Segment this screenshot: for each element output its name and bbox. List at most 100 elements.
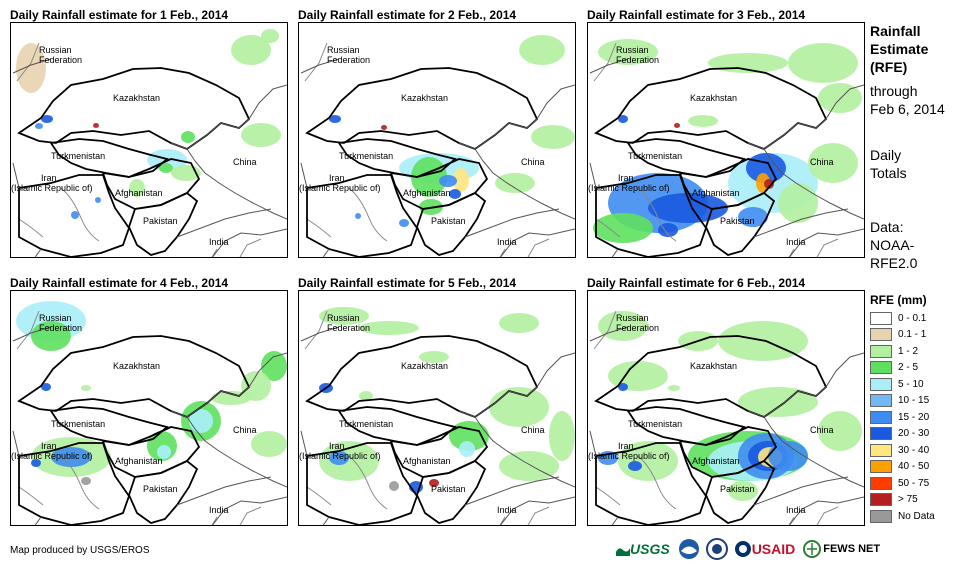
- legend-swatch: [870, 361, 892, 375]
- map-label-iran-1: Iran: [618, 441, 634, 451]
- rainfall-area: [764, 179, 774, 189]
- map-label-iran-2: (Islamic Republic of): [588, 451, 670, 461]
- map-label-kazakhstan: Kazakhstan: [401, 361, 449, 371]
- rainfall-area: [531, 125, 575, 149]
- rainfall-area: [41, 115, 53, 123]
- coastline: [60, 455, 100, 510]
- country-border: [753, 476, 849, 506]
- country-border: [389, 158, 489, 210]
- rainfall-area: [648, 193, 728, 223]
- country-border: [474, 84, 575, 150]
- rainfall-area: [251, 431, 287, 457]
- coastline: [637, 187, 677, 242]
- country-border: [337, 138, 457, 178]
- panel-title: Daily Rainfall estimate for 1 Feb., 2014: [10, 8, 229, 22]
- map-label-pakistan: Pakistan: [720, 484, 755, 494]
- map-label-iran-2: (Islamic Republic of): [11, 183, 93, 193]
- legend-swatch: [870, 476, 892, 490]
- rainfall-map-panel: Daily Rainfall estimate for 3 Feb., 2014…: [587, 8, 865, 258]
- country-border: [322, 516, 330, 525]
- map-label-turkmenistan: Turkmenistan: [628, 151, 683, 161]
- country-border: [305, 67, 539, 151]
- country-border: [389, 426, 489, 478]
- side-source-1: NOAA-: [870, 237, 915, 253]
- map-label-russia-2: Federation: [39, 323, 83, 333]
- legend-swatch: [870, 410, 892, 424]
- map-label-afghanistan: Afghanistan: [403, 456, 451, 466]
- map-label-iran-1: Iran: [41, 441, 57, 451]
- side-title-2: Estimate: [870, 41, 929, 57]
- legend-label: 2 - 5: [898, 362, 919, 374]
- coastline: [18, 486, 44, 506]
- rainfall-area: [31, 321, 71, 351]
- map-label-china: China: [521, 157, 545, 167]
- map-label-china: China: [233, 157, 257, 167]
- country-border: [589, 162, 597, 189]
- country-border: [49, 406, 169, 446]
- map-label-iran-2: (Islamic Republic of): [588, 183, 670, 193]
- map-label-kazakhstan: Kazakhstan: [401, 93, 449, 103]
- map-label-russia-1: Russian: [327, 45, 360, 55]
- map-label-iran-2: (Islamic Republic of): [299, 451, 381, 461]
- legend-item: 5 - 10: [870, 376, 935, 393]
- rainfall-area: [449, 421, 489, 451]
- map-label-russia-1: Russian: [39, 313, 72, 323]
- legend-label: 0.1 - 1: [898, 329, 927, 341]
- rainfall-area: [618, 115, 628, 123]
- legend-label: 30 - 40: [898, 444, 930, 456]
- rainfall-area: [808, 143, 858, 183]
- country-border: [474, 352, 575, 418]
- country-border: [176, 476, 272, 506]
- country-border: [101, 158, 201, 210]
- country-border: [589, 430, 597, 457]
- map-label-pakistan: Pakistan: [431, 216, 466, 226]
- map-label-afghanistan: Afghanistan: [403, 188, 451, 198]
- map-frame: Russian Federation Kazakhstan Turkmenistan I…: [10, 290, 288, 526]
- map-label-iran-2: (Islamic Republic of): [299, 183, 381, 193]
- panel-title: Daily Rainfall estimate for 4 Feb., 2014: [10, 276, 229, 290]
- side-source-2: RFE2.0: [870, 255, 918, 271]
- coastline: [637, 455, 677, 510]
- rainfall-area: [449, 189, 461, 199]
- map-label-russia-1: Russian: [616, 313, 649, 323]
- coastline: [348, 455, 388, 510]
- coastline: [18, 218, 44, 238]
- map-frame: Russian Federation Kazakhstan Turkmenistan I…: [587, 22, 865, 258]
- legend-swatch: [870, 311, 892, 325]
- map-label-kazakhstan: Kazakhstan: [113, 93, 161, 103]
- map-canvas: [589, 39, 864, 257]
- map-canvas: [12, 301, 287, 525]
- rainfall-area: [71, 211, 79, 219]
- map-label-afghanistan: Afghanistan: [692, 456, 740, 466]
- usaid-logo: USAID: [734, 540, 795, 558]
- rainfall-area: [411, 157, 447, 197]
- map-label-china: China: [521, 425, 545, 435]
- map-label-india: India: [786, 237, 806, 247]
- rainfall-area: [453, 168, 469, 192]
- legend-swatch: [870, 443, 892, 457]
- country-border: [17, 67, 251, 151]
- coastline: [211, 516, 218, 525]
- legend-swatch: [870, 460, 892, 474]
- map-label-kazakhstan: Kazakhstan: [690, 361, 738, 371]
- legend-label: 5 - 10: [898, 378, 924, 390]
- map-label-india: India: [497, 237, 517, 247]
- legend-item: 15 - 20: [870, 409, 935, 426]
- rainfall-area: [231, 35, 271, 65]
- rainfall-area: [159, 163, 173, 173]
- rainfall-area: [389, 481, 399, 491]
- rainfall-area: [818, 411, 862, 451]
- fewsnet-logo: FEWS NET: [803, 540, 880, 558]
- country-border: [499, 228, 575, 257]
- map-label-china: China: [233, 425, 257, 435]
- legend-swatch: [870, 493, 892, 507]
- side-title-3: (RFE): [870, 59, 908, 75]
- rainfall-area: [329, 115, 341, 123]
- legend-label: 50 - 75: [898, 477, 930, 489]
- legend-label: 0 - 0.1: [898, 312, 927, 324]
- country-border: [211, 228, 287, 257]
- coastline: [595, 486, 621, 506]
- country-border: [611, 516, 619, 525]
- rainfall-area: [618, 383, 628, 391]
- rainfall-area: [618, 441, 678, 481]
